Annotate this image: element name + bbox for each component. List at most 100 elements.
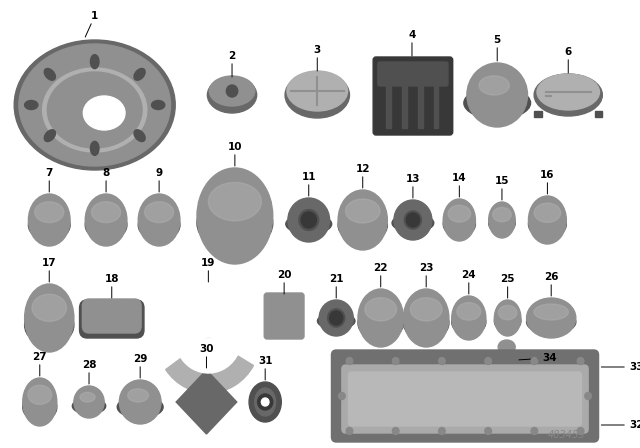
Ellipse shape bbox=[534, 203, 561, 222]
Ellipse shape bbox=[317, 313, 355, 329]
Ellipse shape bbox=[534, 74, 602, 116]
Ellipse shape bbox=[249, 382, 281, 422]
Bar bbox=[504, 353, 509, 375]
Text: 17: 17 bbox=[42, 258, 56, 282]
Text: 16: 16 bbox=[540, 170, 555, 194]
Ellipse shape bbox=[498, 340, 515, 354]
Circle shape bbox=[339, 392, 345, 400]
Ellipse shape bbox=[537, 74, 600, 110]
Ellipse shape bbox=[255, 388, 276, 416]
Ellipse shape bbox=[197, 194, 273, 252]
Ellipse shape bbox=[134, 130, 145, 142]
Ellipse shape bbox=[24, 305, 74, 345]
FancyBboxPatch shape bbox=[332, 350, 598, 442]
Ellipse shape bbox=[83, 96, 125, 130]
Ellipse shape bbox=[134, 69, 145, 80]
Ellipse shape bbox=[19, 44, 170, 166]
Text: 21: 21 bbox=[329, 274, 344, 298]
Circle shape bbox=[346, 427, 353, 435]
Text: 3: 3 bbox=[314, 45, 321, 71]
Ellipse shape bbox=[444, 199, 476, 241]
Ellipse shape bbox=[529, 210, 566, 238]
Circle shape bbox=[319, 300, 353, 336]
Text: 33: 33 bbox=[602, 362, 640, 372]
Circle shape bbox=[288, 198, 330, 242]
Ellipse shape bbox=[209, 182, 261, 221]
Ellipse shape bbox=[145, 202, 173, 223]
Ellipse shape bbox=[117, 396, 163, 418]
Ellipse shape bbox=[32, 294, 67, 321]
Ellipse shape bbox=[464, 87, 531, 119]
Ellipse shape bbox=[448, 205, 470, 222]
Ellipse shape bbox=[85, 194, 127, 246]
Ellipse shape bbox=[44, 130, 56, 142]
Ellipse shape bbox=[338, 190, 387, 250]
Ellipse shape bbox=[494, 300, 521, 336]
Circle shape bbox=[438, 358, 445, 365]
Text: 10: 10 bbox=[228, 142, 242, 166]
Ellipse shape bbox=[346, 199, 380, 223]
Circle shape bbox=[531, 427, 538, 435]
Ellipse shape bbox=[358, 289, 403, 347]
Ellipse shape bbox=[197, 168, 273, 264]
Ellipse shape bbox=[527, 298, 576, 338]
Circle shape bbox=[328, 309, 345, 327]
Circle shape bbox=[485, 427, 492, 435]
Circle shape bbox=[392, 358, 399, 365]
Wedge shape bbox=[166, 338, 253, 393]
Circle shape bbox=[394, 200, 432, 240]
FancyBboxPatch shape bbox=[378, 62, 448, 86]
Ellipse shape bbox=[92, 202, 121, 223]
Bar bbox=[434, 86, 438, 128]
Ellipse shape bbox=[138, 209, 180, 241]
Ellipse shape bbox=[529, 196, 566, 244]
Circle shape bbox=[577, 358, 584, 365]
Ellipse shape bbox=[207, 77, 257, 113]
Text: 4: 4 bbox=[408, 30, 415, 56]
Text: 30: 30 bbox=[199, 344, 214, 368]
Ellipse shape bbox=[14, 40, 175, 170]
Text: 7: 7 bbox=[45, 168, 53, 192]
Ellipse shape bbox=[365, 298, 397, 321]
Text: 22: 22 bbox=[374, 263, 388, 287]
Circle shape bbox=[227, 85, 237, 97]
Ellipse shape bbox=[127, 389, 148, 402]
Text: 34: 34 bbox=[519, 353, 557, 363]
Ellipse shape bbox=[209, 76, 255, 106]
Circle shape bbox=[346, 358, 353, 365]
Text: 32: 32 bbox=[602, 420, 640, 430]
Text: 483455: 483455 bbox=[548, 430, 586, 440]
Text: 13: 13 bbox=[406, 174, 420, 198]
Text: 6: 6 bbox=[564, 47, 572, 73]
Wedge shape bbox=[180, 338, 238, 373]
Ellipse shape bbox=[287, 71, 348, 111]
Circle shape bbox=[467, 63, 527, 127]
Circle shape bbox=[299, 210, 319, 230]
Text: 5: 5 bbox=[493, 35, 501, 61]
Ellipse shape bbox=[23, 378, 57, 426]
FancyBboxPatch shape bbox=[373, 57, 452, 135]
Ellipse shape bbox=[338, 207, 387, 243]
Circle shape bbox=[577, 427, 584, 435]
Text: 19: 19 bbox=[201, 258, 216, 282]
Ellipse shape bbox=[23, 392, 57, 422]
Text: 23: 23 bbox=[419, 263, 433, 287]
Ellipse shape bbox=[138, 194, 180, 246]
FancyBboxPatch shape bbox=[83, 299, 141, 333]
Text: 29: 29 bbox=[133, 354, 147, 378]
Text: 8: 8 bbox=[102, 168, 109, 192]
Ellipse shape bbox=[80, 392, 95, 402]
Text: 27: 27 bbox=[33, 352, 47, 376]
Ellipse shape bbox=[489, 212, 515, 234]
Circle shape bbox=[404, 211, 422, 229]
Ellipse shape bbox=[444, 211, 476, 237]
FancyBboxPatch shape bbox=[342, 365, 588, 433]
Ellipse shape bbox=[85, 209, 127, 241]
Ellipse shape bbox=[24, 100, 38, 109]
Ellipse shape bbox=[479, 76, 509, 95]
Ellipse shape bbox=[403, 289, 449, 347]
Text: 25: 25 bbox=[500, 274, 515, 298]
Circle shape bbox=[330, 311, 343, 325]
Ellipse shape bbox=[452, 309, 486, 335]
Ellipse shape bbox=[499, 306, 517, 320]
